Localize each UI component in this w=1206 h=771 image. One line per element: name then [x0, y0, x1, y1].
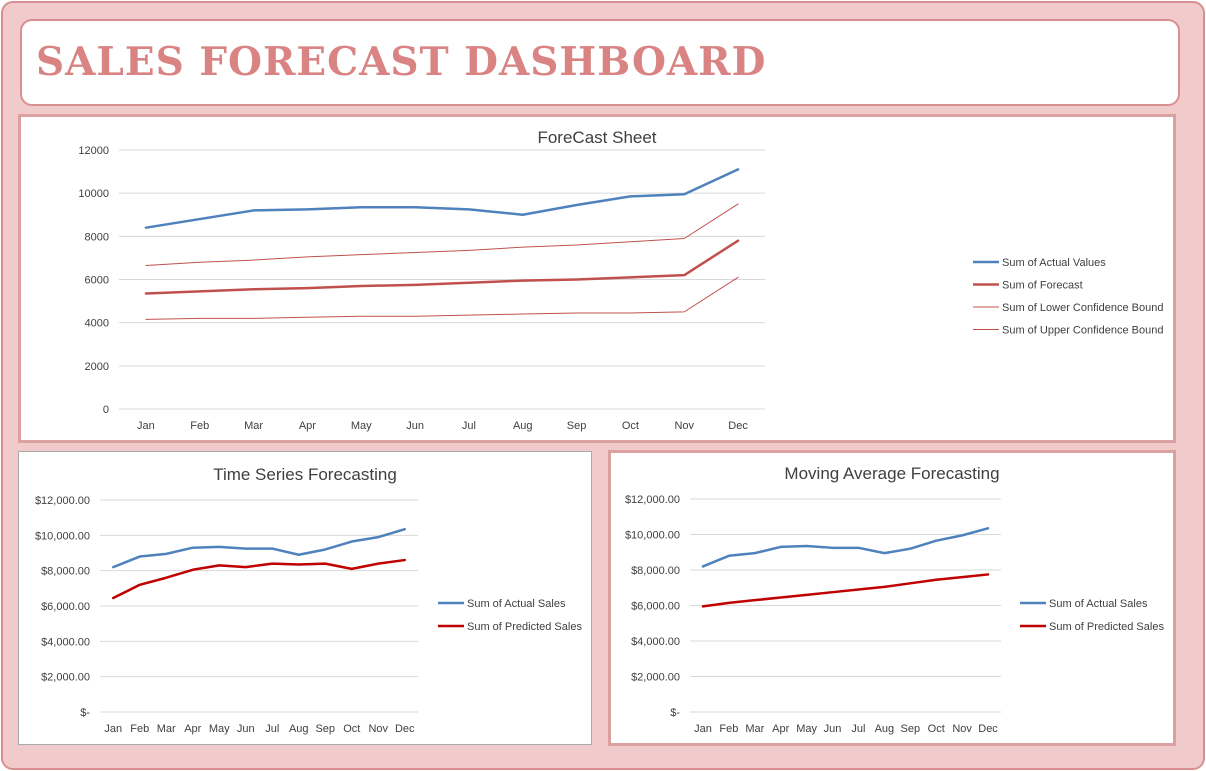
x-tick-label: Oct	[343, 723, 360, 735]
x-tick-label: Aug	[875, 723, 895, 735]
x-tick-label: Oct	[622, 420, 639, 432]
x-tick-label: Nov	[368, 723, 388, 735]
series-line-2[interactable]	[145, 276, 739, 320]
y-tick-label: $-	[670, 707, 680, 719]
x-tick-label: Jun	[237, 723, 255, 735]
x-tick-label: Dec	[395, 723, 415, 735]
legend-label: Sum of Lower Confidence Bound	[1002, 302, 1163, 314]
y-tick-label: 2000	[85, 361, 109, 373]
y-tick-label: 10000	[78, 188, 109, 200]
dashboard-title: SALES FORECAST DASHBOARD	[36, 39, 767, 85]
x-tick-label: Jul	[851, 723, 865, 735]
legend-label: Sum of Predicted Sales	[1049, 621, 1164, 633]
y-tick-label: 6000	[85, 275, 109, 287]
y-tick-label: $10,000.00	[35, 530, 90, 542]
y-tick-label: $-	[80, 707, 90, 719]
y-tick-label: $12,000.00	[625, 494, 680, 506]
legend-label: Sum of Forecast	[1002, 280, 1083, 292]
y-tick-label: $12,000.00	[35, 495, 90, 507]
chart-title: Moving Average Forecasting	[784, 464, 999, 483]
series-line-0[interactable]	[144, 168, 740, 229]
x-tick-label: Feb	[130, 723, 149, 735]
x-tick-label: May	[351, 420, 372, 432]
legend-label: Sum of Actual Values	[1002, 257, 1106, 269]
y-tick-label: $6,000.00	[631, 601, 680, 613]
y-tick-label: $4,000.00	[631, 636, 680, 648]
x-tick-label: Nov	[674, 420, 694, 432]
series-line-1[interactable]	[144, 239, 740, 295]
x-tick-label: Aug	[513, 420, 533, 432]
x-tick-label: Jan	[137, 420, 155, 432]
y-tick-label: $8,000.00	[41, 566, 90, 578]
y-tick-label: $2,000.00	[631, 672, 680, 684]
time-series-chart: Time Series Forecasting $- $2,000.00 $4,000…	[35, 465, 583, 735]
series-line-0[interactable]	[112, 527, 406, 569]
chart-title: ForeCast Sheet	[537, 128, 656, 147]
y-tick-label: 12000	[78, 145, 109, 157]
y-tick-label: $4,000.00	[41, 636, 90, 648]
moving-average-chart: Moving Average Forecasting $- $2,000.00 $4,…	[625, 464, 1165, 735]
legend-label: Sum of Actual Sales	[1049, 598, 1148, 610]
series-line-3[interactable]	[145, 203, 739, 266]
y-tick-label: 0	[103, 404, 109, 416]
x-tick-label: Feb	[719, 723, 738, 735]
y-tick-label: 8000	[85, 231, 109, 243]
x-tick-label: Jan	[694, 723, 712, 735]
x-tick-label: Jul	[462, 420, 476, 432]
y-tick-label: $8,000.00	[631, 565, 680, 577]
time-series-panel[interactable]: Time Series Forecasting $- $2,000.00 $4,000…	[18, 451, 592, 745]
x-tick-label: Dec	[728, 420, 748, 432]
moving-average-panel[interactable]: Moving Average Forecasting $- $2,000.00 $4,…	[608, 450, 1176, 746]
forecast-sheet-panel[interactable]: ForeCast Sheet 0 2000 4000 6000 8000 10000 1200…	[18, 114, 1176, 443]
x-tick-label: Jan	[104, 723, 122, 735]
x-tick-label: Jun	[824, 723, 842, 735]
title-box: SALES FORECAST DASHBOARD	[20, 19, 1180, 106]
x-tick-label: Jun	[406, 420, 424, 432]
x-tick-label: May	[796, 723, 817, 735]
x-tick-label: Mar	[244, 420, 263, 432]
x-tick-label: Dec	[978, 723, 998, 735]
x-tick-label: May	[209, 723, 230, 735]
series-line-1[interactable]	[112, 558, 406, 600]
x-tick-label: Sep	[315, 723, 335, 735]
y-tick-label: $10,000.00	[625, 530, 680, 542]
x-tick-label: Apr	[299, 420, 316, 432]
y-tick-label: $6,000.00	[41, 601, 90, 613]
x-tick-label: Jul	[265, 723, 279, 735]
x-tick-label: Feb	[190, 420, 209, 432]
forecast-sheet-chart: ForeCast Sheet 0 2000 4000 6000 8000 10000 1200…	[78, 128, 1163, 432]
y-tick-label: 4000	[85, 318, 109, 330]
legend-label: Sum of Upper Confidence Bound	[1002, 325, 1163, 337]
x-tick-label: Sep	[567, 420, 587, 432]
series-line-1[interactable]	[701, 573, 990, 608]
legend-label: Sum of Predicted Sales	[467, 621, 582, 633]
chart-title: Time Series Forecasting	[213, 465, 397, 484]
x-tick-label: Apr	[184, 723, 201, 735]
y-tick-label: $2,000.00	[41, 672, 90, 684]
legend-label: Sum of Actual Sales	[467, 598, 566, 610]
x-tick-label: Sep	[901, 723, 921, 735]
x-tick-label: Mar	[745, 723, 764, 735]
x-tick-label: Oct	[928, 723, 945, 735]
x-tick-label: Nov	[952, 723, 972, 735]
x-tick-label: Mar	[157, 723, 176, 735]
series-line-0[interactable]	[701, 527, 990, 568]
x-tick-label: Apr	[772, 723, 789, 735]
x-tick-label: Aug	[289, 723, 309, 735]
